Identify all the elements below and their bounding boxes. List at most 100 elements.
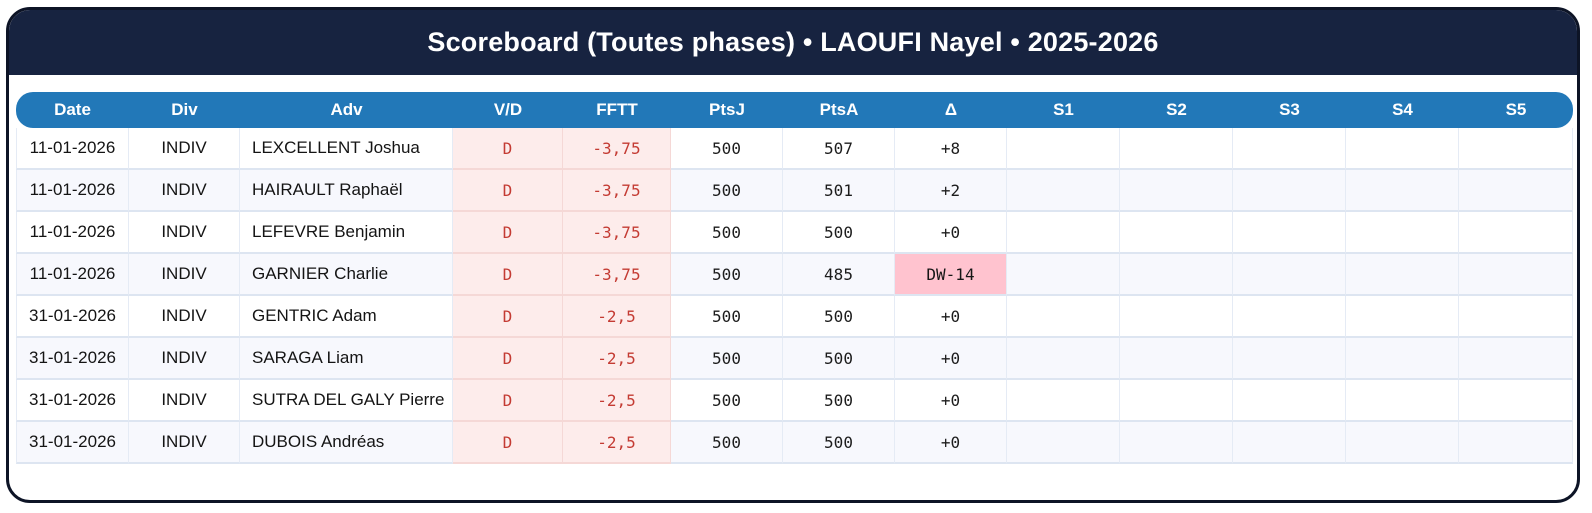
division-cell: INDIV [129, 338, 240, 380]
date-cell: 11-01-2026 [16, 212, 129, 254]
table-row: 31-01-2026 INDIV SARAGA Liam D -2,5 500 500 +0 [16, 338, 1573, 380]
set4-cell [1346, 296, 1459, 338]
set4-cell [1346, 212, 1459, 254]
player-points-cell: 500 [671, 254, 783, 296]
fftt-points-cell: -2,5 [563, 338, 671, 380]
player-points-cell: 500 [671, 170, 783, 212]
set4-cell [1346, 380, 1459, 422]
set3-cell [1233, 296, 1346, 338]
column-header-ptsj: PtsJ [671, 92, 783, 128]
date-cell: 31-01-2026 [16, 380, 129, 422]
division-cell: INDIV [129, 380, 240, 422]
set5-cell [1459, 296, 1573, 338]
set3-cell [1233, 422, 1346, 464]
division-cell: INDIV [129, 296, 240, 338]
opponent-cell: SUTRA DEL GALY Pierre [240, 380, 453, 422]
result-cell: D [453, 170, 563, 212]
fftt-points-cell: -2,5 [563, 296, 671, 338]
set2-cell [1120, 212, 1233, 254]
table-row: 31-01-2026 INDIV DUBOIS Andréas D -2,5 500 500… [16, 422, 1573, 464]
date-cell: 11-01-2026 [16, 128, 129, 170]
opponent-cell: GARNIER Charlie [240, 254, 453, 296]
opponent-cell: SARAGA Liam [240, 338, 453, 380]
delta-cell: +8 [895, 128, 1007, 170]
set4-cell [1346, 170, 1459, 212]
set3-cell [1233, 212, 1346, 254]
column-header-s4: S4 [1346, 92, 1459, 128]
opponent-cell: LEXCELLENT Joshua [240, 128, 453, 170]
player-points-cell: 500 [671, 128, 783, 170]
set3-cell [1233, 128, 1346, 170]
result-cell: D [453, 212, 563, 254]
opponent-points-cell: 500 [783, 338, 895, 380]
table-row: 31-01-2026 INDIV GENTRIC Adam D -2,5 500 500 +0 [16, 296, 1573, 338]
fftt-points-cell: -3,75 [563, 128, 671, 170]
delta-cell: +0 [895, 380, 1007, 422]
set2-cell [1120, 338, 1233, 380]
set1-cell [1007, 338, 1120, 380]
set1-cell [1007, 254, 1120, 296]
set2-cell [1120, 254, 1233, 296]
table-row: 11-01-2026 INDIV LEFEVRE Benjamin D -3,75 500… [16, 212, 1573, 254]
division-cell: INDIV [129, 422, 240, 464]
set1-cell [1007, 296, 1120, 338]
set5-cell [1459, 170, 1573, 212]
table-container: Date Div Adv V/D FFTT PtsJ PtsA Δ S1 S2 … [16, 92, 1573, 464]
fftt-points-cell: -3,75 [563, 212, 671, 254]
result-cell: D [453, 128, 563, 170]
fftt-points-cell: -2,5 [563, 380, 671, 422]
page-title: Scoreboard (Toutes phases) • LAOUFI Naye… [427, 27, 1159, 57]
set2-cell [1120, 128, 1233, 170]
scoreboard-card: Scoreboard (Toutes phases) • LAOUFI Naye… [6, 7, 1580, 503]
opponent-cell: LEFEVRE Benjamin [240, 212, 453, 254]
set2-cell [1120, 422, 1233, 464]
set1-cell [1007, 170, 1120, 212]
set4-cell [1346, 128, 1459, 170]
column-header-s2: S2 [1120, 92, 1233, 128]
division-cell: INDIV [129, 254, 240, 296]
player-points-cell: 500 [671, 212, 783, 254]
set2-cell [1120, 380, 1233, 422]
set3-cell [1233, 170, 1346, 212]
delta-cell: +0 [895, 296, 1007, 338]
opponent-points-cell: 500 [783, 212, 895, 254]
set4-cell [1346, 422, 1459, 464]
set5-cell [1459, 212, 1573, 254]
table-row: 31-01-2026 INDIV SUTRA DEL GALY Pierre D -2,… [16, 380, 1573, 422]
fftt-points-cell: -3,75 [563, 170, 671, 212]
table-row: 11-01-2026 INDIV LEXCELLENT Joshua D -3,75 50… [16, 128, 1573, 170]
table-row: 11-01-2026 INDIV GARNIER Charlie D -3,75 500 4… [16, 254, 1573, 296]
column-header-s3: S3 [1233, 92, 1346, 128]
player-points-cell: 500 [671, 422, 783, 464]
set3-cell [1233, 254, 1346, 296]
scoreboard-table: Date Div Adv V/D FFTT PtsJ PtsA Δ S1 S2 … [16, 92, 1573, 464]
opponent-points-cell: 485 [783, 254, 895, 296]
opponent-points-cell: 500 [783, 296, 895, 338]
player-points-cell: 500 [671, 296, 783, 338]
set3-cell [1233, 380, 1346, 422]
opponent-points-cell: 500 [783, 380, 895, 422]
set1-cell [1007, 422, 1120, 464]
set1-cell [1007, 128, 1120, 170]
opponent-points-cell: 500 [783, 422, 895, 464]
set5-cell [1459, 422, 1573, 464]
division-cell: INDIV [129, 212, 240, 254]
result-cell: D [453, 380, 563, 422]
date-cell: 31-01-2026 [16, 422, 129, 464]
table-row: 11-01-2026 INDIV HAIRAULT Raphaël D -3,75 500… [16, 170, 1573, 212]
column-header-delta: Δ [895, 92, 1007, 128]
opponent-cell: GENTRIC Adam [240, 296, 453, 338]
result-cell: D [453, 338, 563, 380]
column-header-s5: S5 [1459, 92, 1573, 128]
set5-cell [1459, 380, 1573, 422]
result-cell: D [453, 254, 563, 296]
set4-cell [1346, 338, 1459, 380]
set1-cell [1007, 212, 1120, 254]
set5-cell [1459, 128, 1573, 170]
delta-cell: DW-14 [895, 254, 1007, 296]
player-points-cell: 500 [671, 380, 783, 422]
set5-cell [1459, 254, 1573, 296]
set5-cell [1459, 338, 1573, 380]
column-header-div: Div [129, 92, 240, 128]
division-cell: INDIV [129, 128, 240, 170]
